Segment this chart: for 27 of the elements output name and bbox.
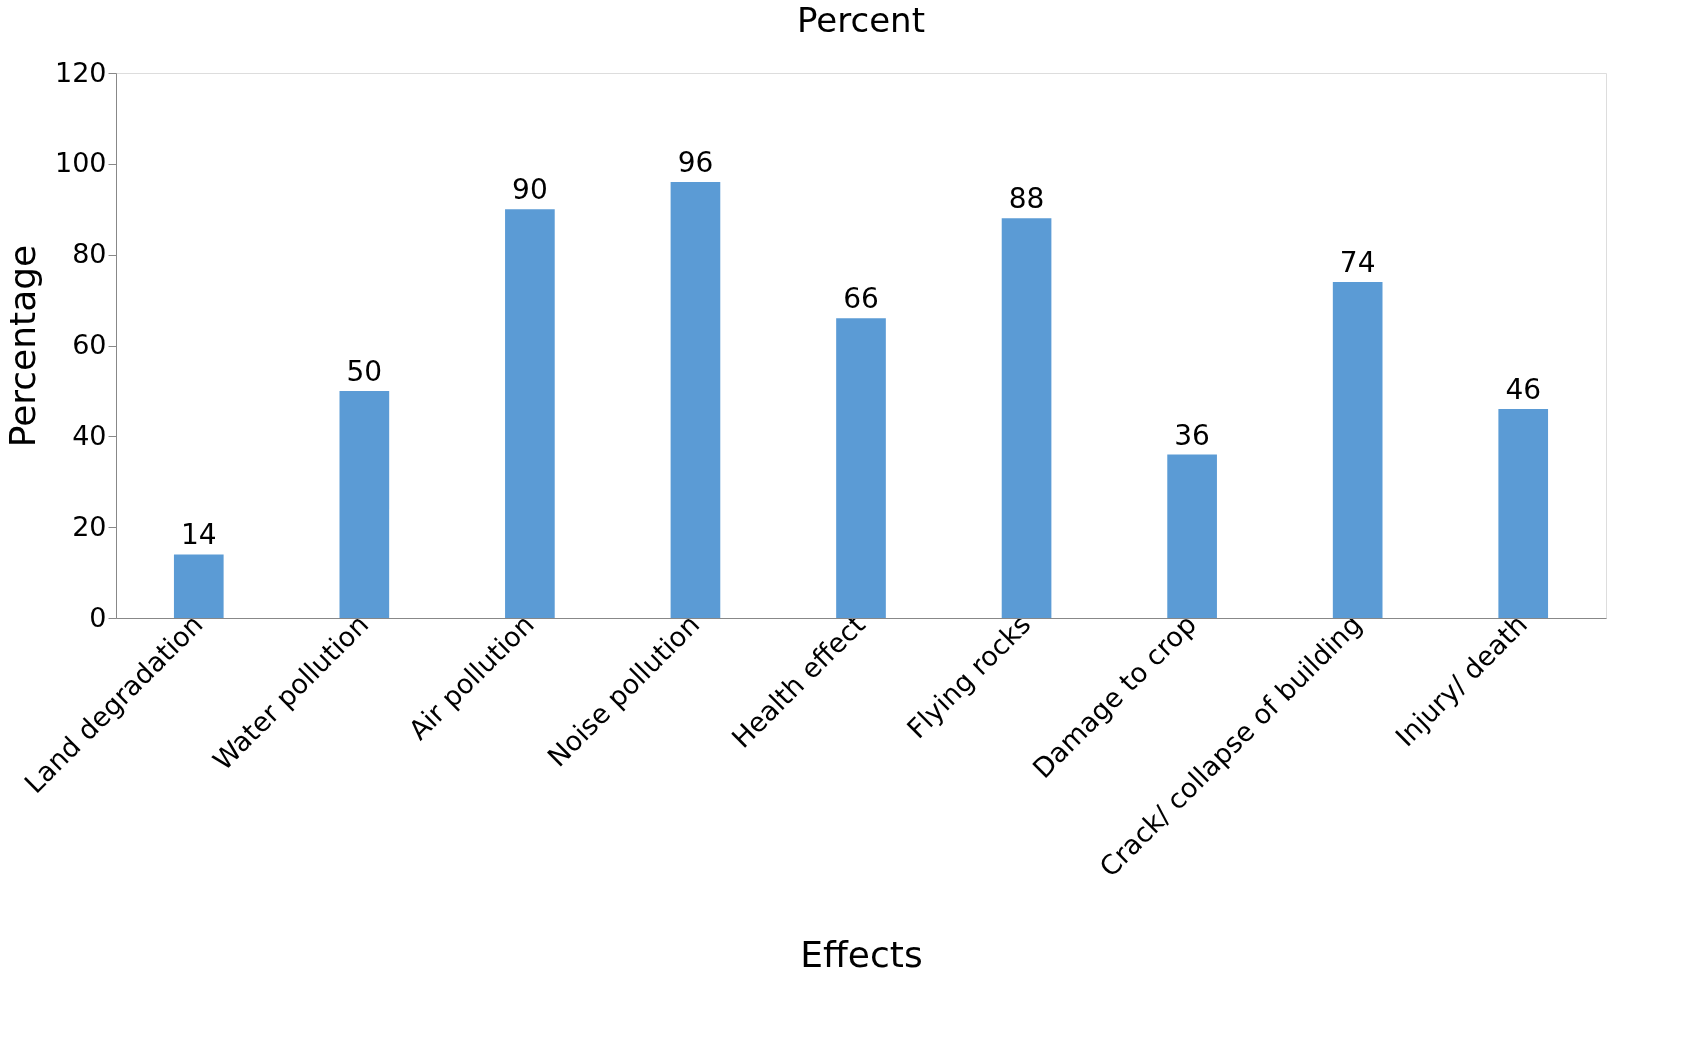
- bar: [505, 209, 555, 618]
- bar: [670, 182, 721, 618]
- data-label: 46: [1505, 373, 1542, 407]
- data-label: 88: [1008, 182, 1045, 216]
- bar: [1332, 281, 1383, 618]
- y-tick-label: 20: [72, 510, 107, 542]
- data-label: 90: [512, 173, 548, 207]
- y-tick-label: 100: [54, 147, 107, 179]
- bar: [1167, 454, 1217, 618]
- data-label: 14: [180, 518, 217, 552]
- data-label: 36: [1174, 418, 1210, 452]
- data-label: 50: [346, 354, 383, 388]
- y-tick-label: 80: [72, 238, 107, 270]
- y-tick-label: 60: [72, 329, 107, 360]
- bar: [836, 318, 886, 618]
- data-label: 74: [1339, 245, 1376, 279]
- y-tick-label: 40: [72, 419, 107, 451]
- y-tick-label: 120: [54, 56, 107, 88]
- data-label: 96: [677, 146, 714, 179]
- chart-title: Percent: [797, 0, 925, 40]
- y-axis-title: Percentage: [1, 244, 43, 448]
- data-label: 66: [843, 282, 879, 316]
- x-axis-title: Effects: [800, 933, 923, 975]
- bar: [1498, 409, 1549, 618]
- bar: [173, 554, 224, 618]
- bar: [1001, 218, 1052, 618]
- bar: [339, 390, 390, 618]
